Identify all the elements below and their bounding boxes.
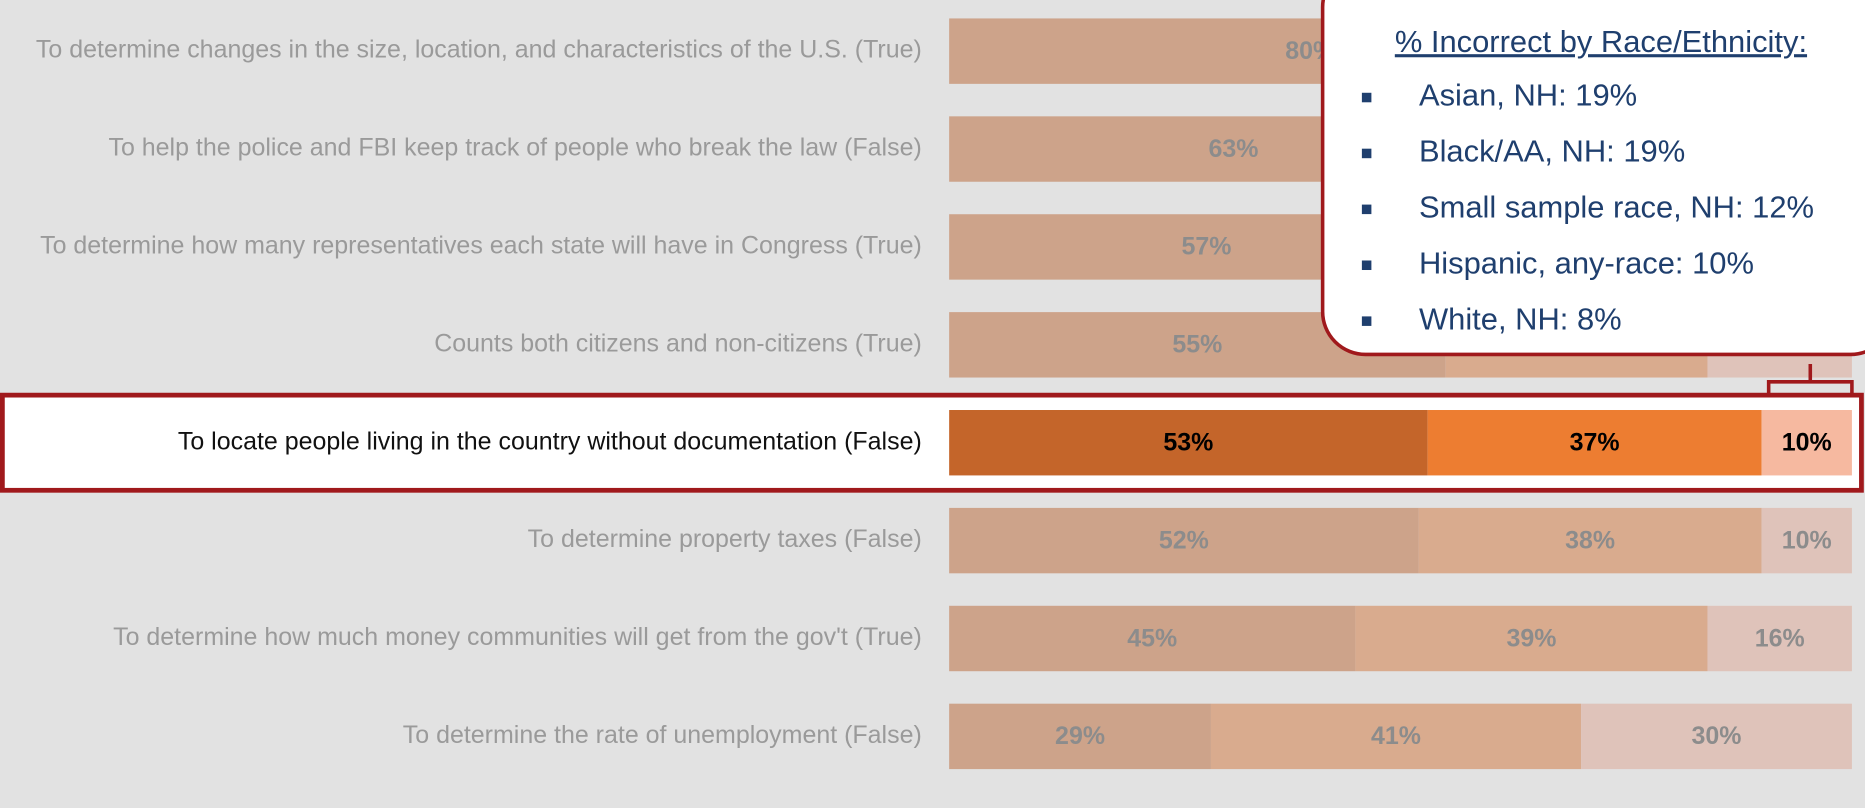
callout-item: Black/AA, NH: 19% [1419,134,1685,169]
value-label: 57% [1181,233,1231,261]
value-label: 63% [1209,135,1259,163]
bullet [1361,316,1372,326]
bar-segment [1418,507,1762,574]
bar-segment [1355,605,1708,672]
bar-segment [1427,410,1762,476]
category-label: Counts both citizens and non-citizens (T… [434,329,922,357]
callout-item: Hispanic, any-race: 10% [1419,245,1754,280]
category-label: To determine how much money communities … [113,623,922,651]
value-label: 16% [1755,624,1805,652]
value-label: 29% [1055,722,1105,750]
callout-item: Asian, NH: 19% [1419,78,1637,113]
category-label: To determine property taxes (False) [528,525,922,553]
value-label: 53% [1163,428,1213,456]
callout-title: % Incorrect by Race/Ethnicity: [1395,24,1807,59]
value-label: 38% [1565,526,1615,554]
callout-item: Small sample race, NH: 12% [1419,190,1814,225]
value-label: 10% [1782,428,1832,456]
category-label: To determine how many representatives ea… [40,232,922,260]
bullet [1361,92,1372,103]
category-label: To determine changes in the size, locati… [36,36,922,64]
bar-segment [1581,703,1852,770]
value-label: 30% [1692,722,1742,750]
category-label: To determine the rate of unemployment (F… [403,721,922,749]
bullet [1361,148,1372,159]
category-label: To locate people living in the country w… [178,427,922,455]
bar-segment [949,410,1428,476]
bar-segment [1761,410,1852,476]
bullet [1361,260,1372,271]
value-label: 41% [1371,722,1421,750]
value-label: 10% [1782,526,1832,554]
bar-segment [949,605,1356,672]
value-label: 55% [1172,331,1222,359]
bracket [1766,363,1854,395]
value-label: 39% [1506,624,1556,652]
bar-segment [949,703,1211,770]
callout-box [1320,0,1865,357]
bar-segment [1707,605,1852,672]
bullet [1361,204,1372,215]
callout: % Incorrect by Race/Ethnicity: Asian, NH… [1320,0,1865,395]
bar-segment [1761,507,1852,574]
value-label: 37% [1570,428,1620,456]
value-label: 45% [1127,624,1177,652]
callout-item: White, NH: 8% [1419,301,1622,336]
value-label: 52% [1159,526,1209,554]
bar-segment [1210,703,1582,770]
category-label: To help the police and FBI keep track of… [108,134,921,162]
bar-segment [949,507,1419,574]
